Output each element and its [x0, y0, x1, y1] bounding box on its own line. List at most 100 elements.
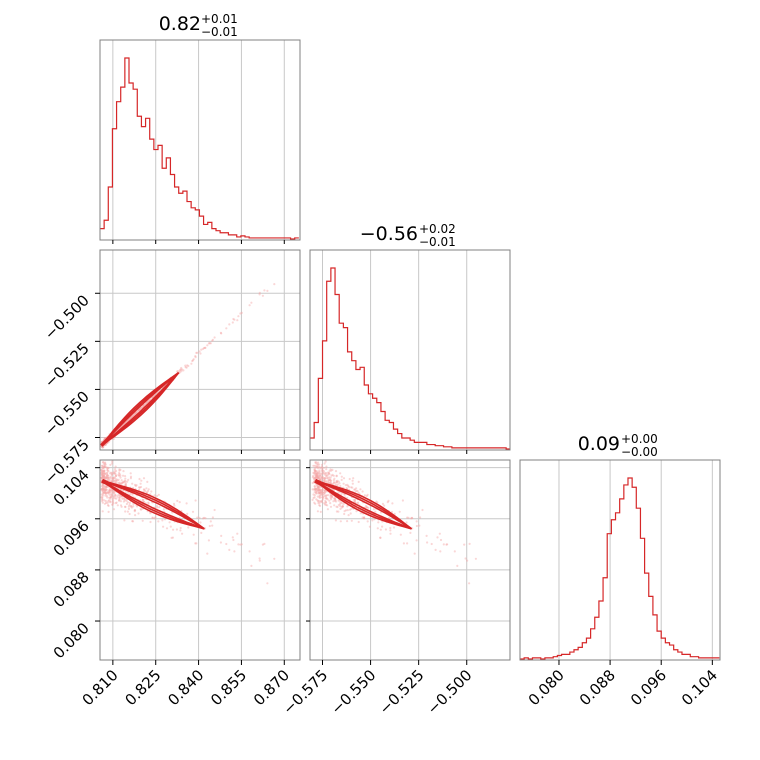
sample-point: [317, 492, 320, 495]
sample-point: [314, 470, 318, 473]
sample-point: [320, 500, 323, 503]
sample-point: [105, 466, 108, 469]
sample-point: [102, 469, 105, 472]
sample-point: [142, 405, 145, 408]
sample-point: [141, 519, 144, 522]
sample-point: [316, 473, 319, 476]
histogram-param-2: [310, 267, 511, 450]
sample-point: [317, 488, 320, 491]
sample-point: [327, 471, 331, 475]
sample-point: [415, 539, 418, 542]
sample-point: [316, 488, 319, 491]
sample-point: [118, 499, 121, 502]
sample-point: [108, 472, 112, 475]
sample-point: [147, 488, 150, 491]
sample-point: [127, 505, 130, 508]
sample-point: [137, 408, 140, 412]
sample-point: [124, 483, 127, 487]
sample-point: [129, 475, 133, 478]
contour-level: [101, 479, 205, 530]
sample-point: [122, 474, 125, 477]
sample-point: [114, 465, 117, 468]
sample-point: [206, 552, 209, 555]
sample-point: [116, 504, 119, 507]
sample-point: [317, 476, 320, 479]
frame-layer: [95, 39, 721, 665]
sample-point: [161, 519, 164, 522]
sample-point: [114, 479, 117, 483]
sample-point: [318, 478, 322, 481]
sample-point: [178, 501, 181, 504]
sample-point: [323, 473, 326, 476]
title-param-1: 0.82: [159, 13, 201, 35]
sample-point: [320, 493, 323, 496]
sample-point: [311, 476, 314, 479]
sample-point: [148, 399, 151, 402]
sample-point: [101, 487, 104, 490]
sample-point: [113, 493, 116, 496]
sample-point: [107, 477, 110, 480]
sample-point: [330, 498, 333, 501]
sample-point: [116, 495, 119, 498]
sample-point: [102, 484, 105, 488]
sample-point: [339, 501, 342, 504]
sample-point: [123, 499, 126, 502]
sample-point: [186, 364, 189, 367]
sample-point: [351, 486, 354, 489]
sample-point: [313, 501, 316, 504]
sample-point: [103, 469, 106, 472]
sample-point: [110, 493, 113, 496]
sample-point: [250, 301, 253, 304]
sample-point: [184, 366, 187, 369]
sample-point: [410, 516, 414, 520]
sample-point: [314, 472, 317, 475]
sample-point: [120, 482, 123, 485]
sample-point: [331, 495, 334, 498]
sample-point: [312, 472, 315, 475]
sample-point: [313, 468, 316, 471]
sample-point: [261, 543, 264, 546]
sample-point: [110, 491, 113, 494]
sample-point: [119, 476, 122, 479]
sample-point: [127, 507, 130, 510]
sample-point: [101, 483, 104, 486]
sample-point: [100, 476, 103, 479]
grid-layer: [100, 40, 713, 660]
sample-point: [415, 524, 418, 528]
sample-point: [320, 491, 323, 494]
sample-point: [343, 512, 346, 516]
sample-point: [316, 487, 319, 490]
sample-point: [184, 364, 187, 367]
sample-point: [170, 536, 173, 540]
sample-point: [312, 471, 315, 474]
sample-point: [101, 501, 104, 504]
x-tick-label: 0.825: [121, 666, 164, 709]
sample-point: [118, 471, 121, 475]
sample-point: [112, 477, 115, 480]
sample-point: [318, 504, 322, 507]
sample-point: [137, 409, 140, 412]
sample-point: [365, 494, 368, 498]
sample-point: [107, 499, 111, 502]
sample-point: [421, 508, 424, 512]
sample-point: [163, 518, 167, 521]
sample-point: [102, 474, 105, 477]
sample-point: [155, 504, 158, 508]
sample-point: [341, 505, 344, 508]
sample-point: [128, 503, 131, 507]
sample-point: [319, 472, 323, 475]
sample-point: [314, 462, 317, 465]
sample-point: [139, 485, 143, 489]
x-tick-label: −0.525: [376, 666, 428, 718]
sample-point: [317, 488, 320, 491]
sample-point: [100, 488, 103, 491]
sample-point: [379, 511, 383, 514]
sample-point: [273, 283, 276, 286]
sample-point: [237, 543, 240, 546]
sample-point: [402, 542, 405, 545]
sample-point: [323, 477, 326, 480]
y-tick-label: −0.550: [41, 388, 93, 440]
sample-point: [315, 476, 318, 479]
sample-point: [266, 582, 269, 585]
sample-point: [316, 462, 319, 465]
